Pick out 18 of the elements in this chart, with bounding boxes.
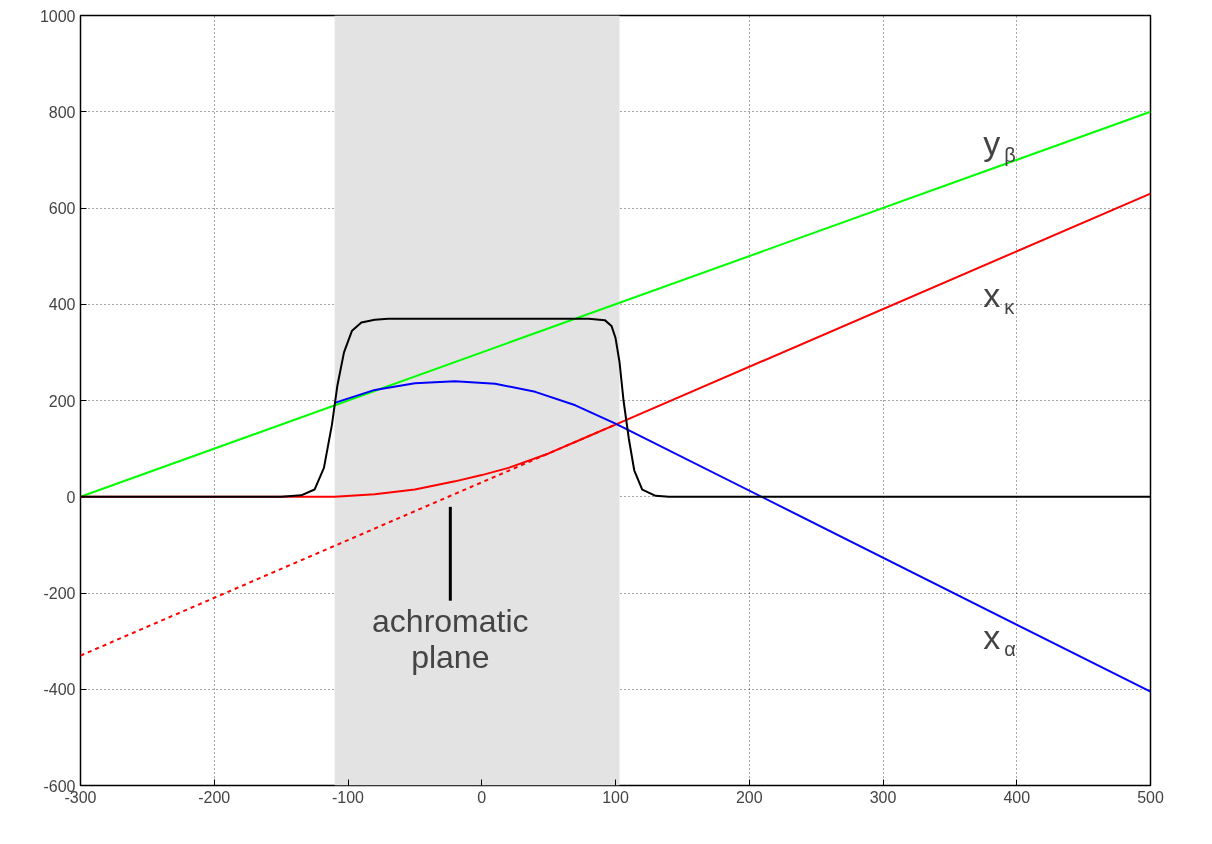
y-tick-label: 400 (48, 296, 76, 314)
y-tick-label: -400 (43, 681, 76, 699)
y-tick-label: 1000 (39, 7, 76, 25)
x-tick-label: 100 (602, 788, 629, 806)
x-tick-label: 400 (1003, 788, 1031, 806)
x-tick-label: 300 (869, 788, 897, 806)
x-tick-label: 200 (735, 788, 763, 806)
x-tick-label: 0 (477, 788, 487, 806)
y-tick-label: 600 (48, 200, 76, 217)
line-series (333, 380, 1151, 693)
x-tick-label: -200 (198, 788, 231, 806)
y-tick-label: -200 (43, 585, 76, 602)
y-tick-label: 0 (66, 488, 76, 506)
annotation: achromatic plane (372, 603, 529, 676)
y-tick-label: 200 (48, 392, 76, 410)
x-tick-label: -100 (331, 788, 365, 806)
y-tick-label: 800 (48, 103, 76, 121)
x-tick-label: 500 (1137, 788, 1164, 806)
